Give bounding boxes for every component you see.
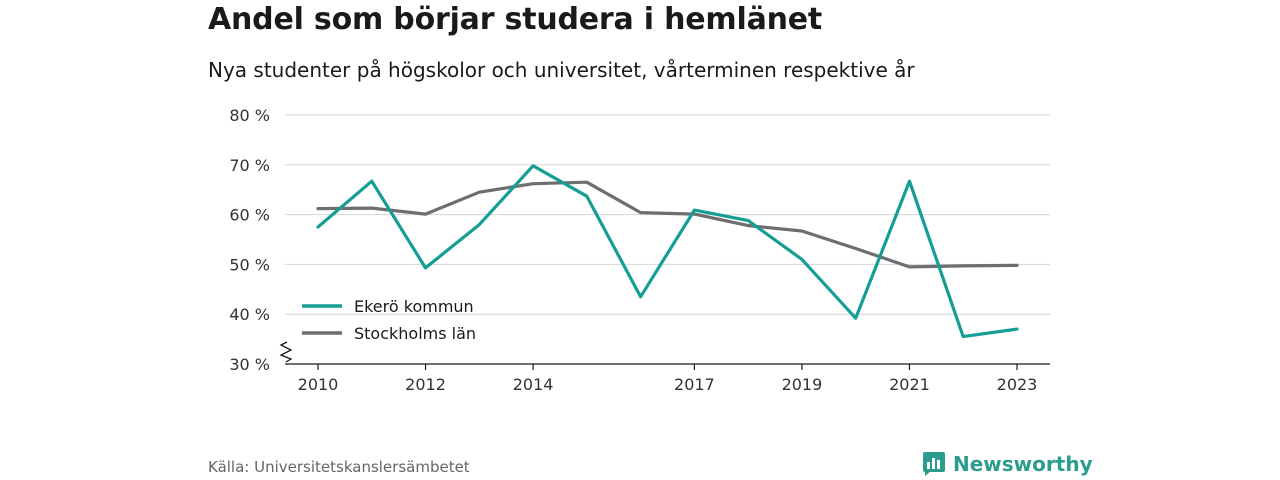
chart-title: Andel som börjar studera i hemlänet (208, 2, 823, 37)
series-line (316, 180, 1019, 269)
y-tick-label: 40 % (229, 305, 270, 324)
x-tick-label: 2023 (997, 375, 1038, 394)
line-chart: 30 %40 %50 %60 %70 %80 % 2010 2012 2014 201… (229, 106, 1050, 394)
y-tick-label: 60 % (229, 206, 270, 225)
brand-logo[interactable]: Newsworthy (922, 451, 1093, 477)
x-tick-label: 2019 (782, 375, 823, 394)
y-tick-label: 50 % (229, 255, 270, 274)
chart-subtitle: Nya studenter på högskolor och universit… (208, 58, 915, 82)
newsworthy-logo-icon (923, 452, 945, 476)
y-tick-label: 80 % (229, 106, 270, 125)
axis-break-icon (279, 341, 293, 363)
x-tick-label: 2014 (513, 375, 554, 394)
legend-label: Ekerö kommun (354, 297, 474, 316)
x-axis-ticks: 2010 2012 2014 2017 2019 2021 2023 (298, 364, 1038, 394)
y-tick-label: 30 % (229, 355, 270, 374)
x-tick-label: 2021 (889, 375, 930, 394)
legend: Ekerö kommun Stockholms län (302, 297, 476, 343)
legend-label: Stockholms län (354, 324, 476, 343)
y-axis-ticks: 30 % 40 % 50 % 60 % 70 % 80 % (229, 106, 270, 374)
y-tick-label: 70 % (229, 156, 270, 175)
x-tick-label: 2017 (674, 375, 715, 394)
brand-name: Newsworthy (953, 452, 1093, 476)
series-line (316, 164, 1019, 339)
axis-break-zigzag (279, 341, 293, 363)
x-tick-label: 2010 (298, 375, 339, 394)
source-note: Källa: Universitetskanslersämbetet (208, 458, 470, 476)
series-lines (316, 164, 1019, 339)
x-tick-label: 2012 (405, 375, 446, 394)
